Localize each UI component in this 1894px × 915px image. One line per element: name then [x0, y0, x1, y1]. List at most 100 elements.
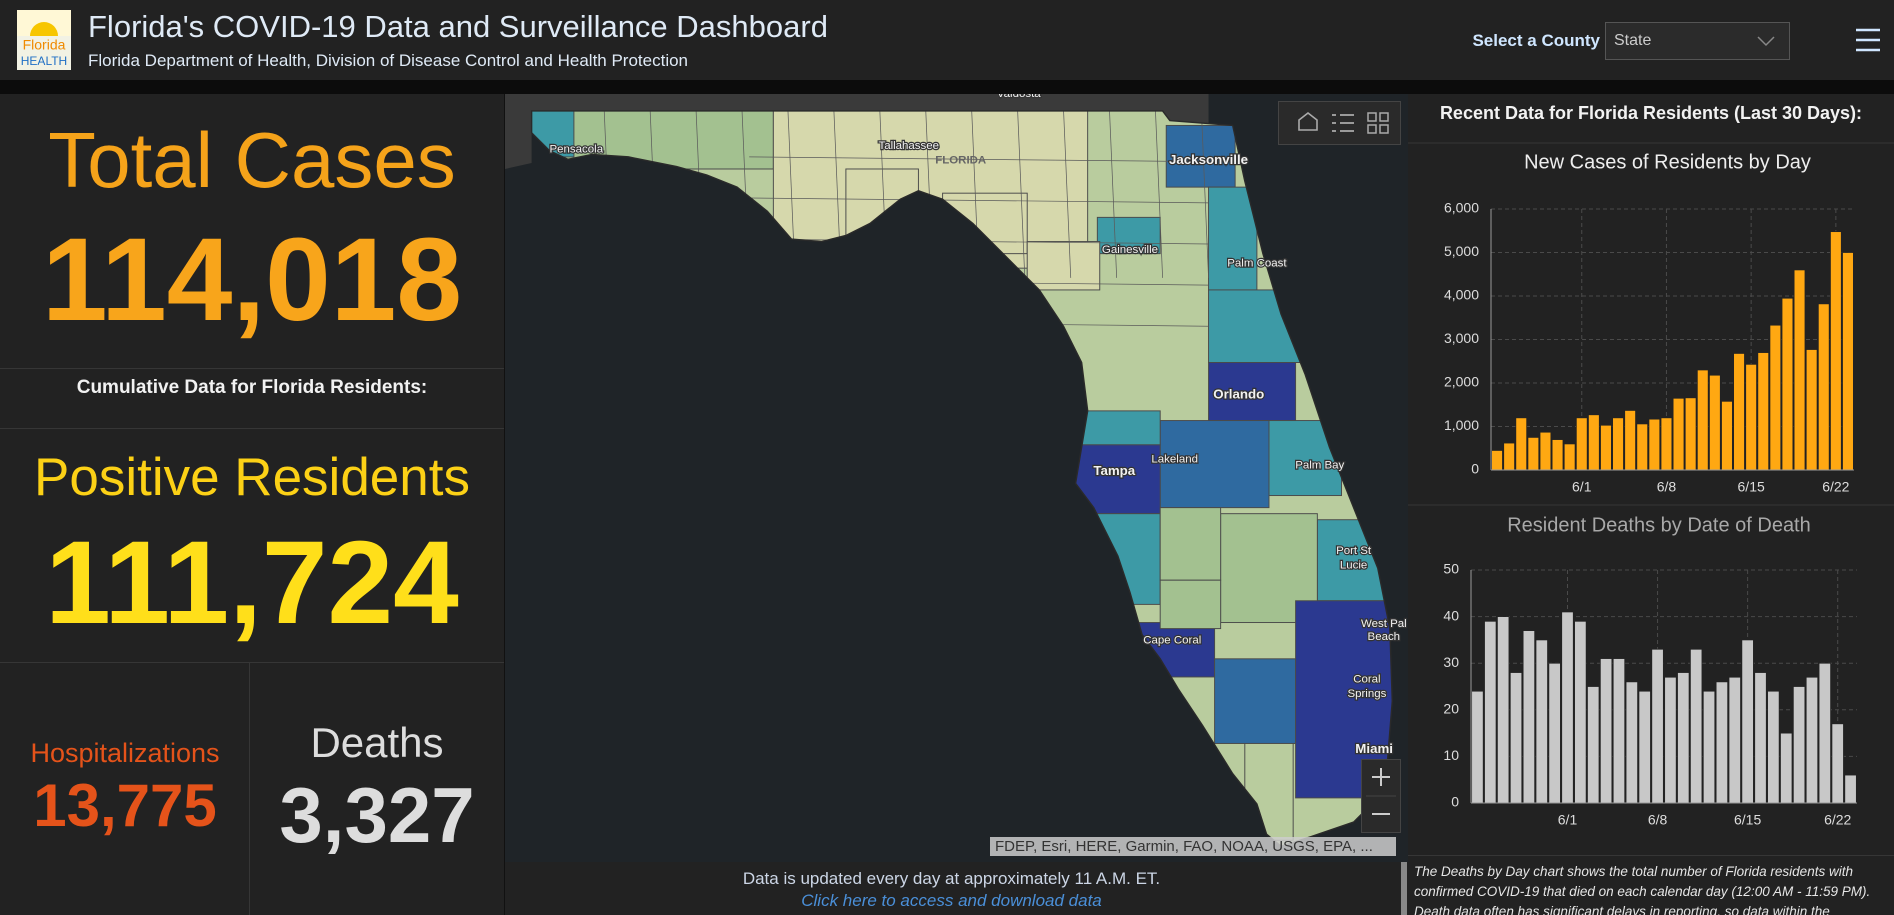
bar	[1612, 417, 1624, 471]
deaths-label: Deaths	[310, 719, 444, 766]
map-label: Beach	[1368, 631, 1401, 643]
total-cases-value: 114,018	[41, 214, 463, 346]
y-tick-label: 30	[1443, 654, 1459, 670]
bar	[1817, 303, 1830, 471]
bar	[1728, 676, 1741, 804]
menu-button[interactable]	[1854, 26, 1882, 54]
bar	[1805, 676, 1819, 804]
positive-label: Positive Residents	[34, 448, 470, 507]
bar	[1709, 374, 1721, 471]
bar	[1684, 397, 1697, 471]
bar	[1651, 648, 1664, 804]
bar	[1509, 672, 1523, 804]
total-cases-label: Total Cases	[48, 116, 456, 204]
map-label: West Pal	[1361, 618, 1407, 630]
home-button[interactable]	[1298, 111, 1318, 131]
logo-text: Florida	[23, 37, 66, 53]
bar	[1721, 400, 1733, 471]
state-outline	[530, 110, 1394, 848]
county-border	[1063, 110, 1072, 278]
county-border	[1109, 110, 1118, 278]
bar	[1625, 681, 1639, 804]
select-label: Select a County	[1472, 31, 1600, 50]
county	[1208, 186, 1258, 291]
x-tick-label: 6/22	[1824, 812, 1851, 828]
bar	[1588, 414, 1600, 471]
scrollbar[interactable]	[1401, 862, 1407, 915]
bar	[1672, 397, 1685, 471]
basemap-button[interactable]	[1367, 112, 1389, 134]
caret-icon	[1757, 36, 1775, 47]
bar	[1522, 630, 1536, 804]
y-tick-label: 4,000	[1444, 287, 1479, 303]
county-select[interactable]: State	[1605, 22, 1790, 60]
bar	[1660, 417, 1673, 471]
bar	[1648, 418, 1661, 471]
map-footer	[505, 862, 1408, 915]
chart-note: The Deaths by Day chart shows the total …	[1414, 864, 1871, 915]
map[interactable]: Valdosta Pensacola Tallahassee FLORIDA Jacks…	[505, 94, 1408, 862]
bar	[1624, 410, 1636, 471]
y-tick-label: 10	[1443, 747, 1459, 763]
logo-text: HEALTH	[21, 54, 67, 68]
county-border	[1154, 110, 1163, 278]
hospitalizations-value: 13,775	[33, 772, 217, 839]
map-label: Port St	[1336, 545, 1372, 557]
bar	[1612, 658, 1626, 804]
zoom-control	[1361, 759, 1401, 833]
bar	[1638, 690, 1651, 804]
y-tick-label: 2,000	[1444, 374, 1479, 390]
y-tick-label: 6,000	[1444, 200, 1479, 216]
recent-heading: Recent Data for Florida Residents (Last …	[1440, 103, 1862, 123]
divider	[0, 662, 504, 663]
divider	[0, 428, 504, 429]
download-link[interactable]: Click here to access and download data	[801, 891, 1102, 910]
y-tick-label: 0	[1471, 461, 1479, 477]
bar	[1551, 439, 1564, 471]
bar	[1484, 620, 1497, 804]
map-label: Tallahassee	[878, 140, 939, 152]
bar	[1792, 686, 1806, 804]
y-tick-label: 0	[1451, 794, 1459, 810]
bar	[1767, 690, 1780, 804]
bar	[1781, 297, 1794, 471]
bar	[1677, 672, 1690, 804]
hospitalizations-label: Hospitalizations	[30, 738, 220, 768]
x-tick-label: 6/8	[1648, 812, 1668, 828]
bar	[1696, 369, 1709, 471]
bar	[1587, 686, 1600, 804]
logo: Florida HEALTH	[17, 10, 71, 70]
bar	[1844, 774, 1857, 804]
logo-base	[17, 36, 71, 70]
y-tick-label: 3,000	[1444, 330, 1479, 346]
select-value: State	[1614, 32, 1652, 49]
map-tools	[1278, 101, 1401, 145]
cumulative-heading: Cumulative Data for Florida Residents:	[76, 377, 428, 398]
map-label: Pensacola	[550, 144, 604, 156]
bar	[1818, 662, 1832, 804]
update-note: Data is updated every day at approximate…	[742, 869, 1161, 888]
zoom-icons	[1366, 768, 1396, 815]
bar	[1527, 436, 1540, 471]
bar	[1561, 611, 1574, 804]
bar	[1757, 352, 1770, 471]
y-tick-label: 50	[1443, 561, 1459, 577]
y-tick-label: 5,000	[1444, 243, 1479, 259]
map-label: Gainesville	[1102, 244, 1158, 256]
county	[1159, 579, 1222, 630]
legend-button[interactable]	[1332, 114, 1354, 132]
map-label: Lucie	[1340, 560, 1367, 572]
map-label: Springs	[1347, 688, 1386, 700]
bar	[1539, 431, 1552, 471]
y-tick-label: 1,000	[1444, 417, 1479, 433]
bar	[1496, 616, 1510, 804]
x-tick-label: 6/15	[1738, 479, 1765, 495]
bar	[1664, 676, 1677, 804]
x-tick-label: 6/15	[1734, 812, 1761, 828]
map-label: Orlando	[1213, 387, 1264, 402]
bar	[1842, 252, 1854, 471]
zoom-in[interactable]	[1372, 768, 1390, 786]
bar	[1741, 639, 1754, 804]
